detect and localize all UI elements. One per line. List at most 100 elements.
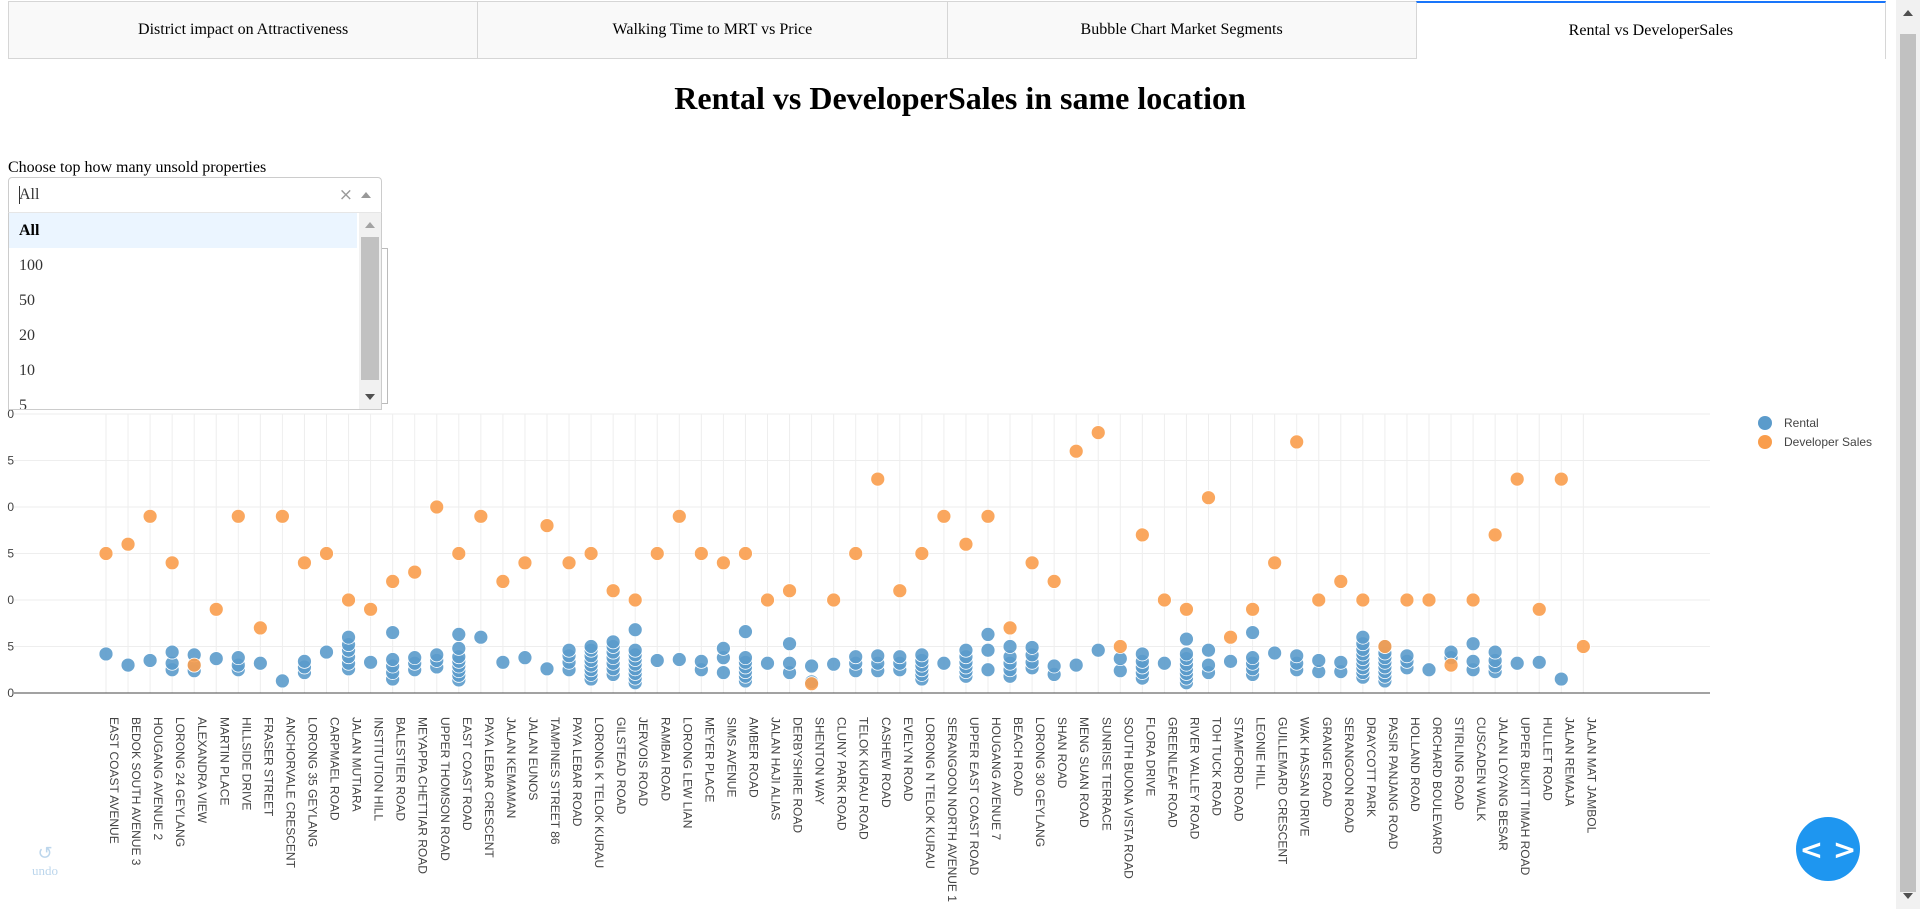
x-tick-label: SHENTON WAY xyxy=(813,717,827,805)
y-tick-label: 0 xyxy=(7,407,14,421)
data-point-developer-sales xyxy=(1157,592,1172,608)
data-point-developer-sales xyxy=(1487,527,1503,543)
data-point-rental xyxy=(980,662,996,678)
data-point-rental xyxy=(1245,650,1260,666)
dropdown-option-all[interactable]: All xyxy=(9,213,357,248)
data-point-developer-sales xyxy=(142,508,158,524)
data-point-developer-sales xyxy=(1509,471,1525,487)
data-point-rental xyxy=(782,655,797,671)
undo-icon: ↺ xyxy=(37,843,53,864)
x-tick-label: ALEXANDRA VIEW xyxy=(195,717,209,824)
data-point-developer-sales xyxy=(208,601,224,617)
data-point-rental xyxy=(649,653,665,668)
x-tick-label: JALAN MAT JAMBOL xyxy=(1584,717,1598,834)
data-point-developer-sales xyxy=(1553,471,1569,487)
data-point-developer-sales xyxy=(1311,592,1327,608)
data-point-developer-sales xyxy=(980,508,996,524)
x-tick-label: DERBYSHIRE ROAD xyxy=(791,717,805,833)
y-tick-label: 0 xyxy=(7,593,14,607)
chevron-up-icon[interactable] xyxy=(361,192,371,198)
dropdown-scrollbar[interactable] xyxy=(359,213,381,409)
dropdown-option-50[interactable]: 50 xyxy=(19,292,35,309)
data-point-developer-sales xyxy=(539,518,555,533)
data-point-developer-sales xyxy=(120,536,136,552)
x-tick-label: LORONG 24 GEYLANG xyxy=(173,717,187,847)
data-point-developer-sales xyxy=(1201,490,1216,506)
x-tick-label: CLUNY PARK ROAD xyxy=(835,717,849,831)
tab-district-impact[interactable]: District impact on Attractiveness xyxy=(8,1,478,59)
data-point-developer-sales xyxy=(98,546,114,561)
dropdown-label: Choose top how many unsold properties xyxy=(8,159,267,176)
data-point-rental xyxy=(230,650,246,666)
undo-button[interactable]: ↺ undo xyxy=(27,845,63,879)
dropdown-scroll-thumb[interactable] xyxy=(361,237,379,380)
data-point-rental xyxy=(1157,655,1172,671)
data-point-rental xyxy=(297,653,312,669)
x-tick-label: LORONG N TELOK KURAU xyxy=(923,717,937,869)
x-tick-label: GRANGE ROAD xyxy=(1320,717,1334,807)
data-point-developer-sales xyxy=(671,508,687,524)
page-scroll-down-icon[interactable] xyxy=(1903,893,1913,899)
data-point-rental xyxy=(1267,645,1283,661)
data-point-rental xyxy=(98,646,114,662)
x-tick-label: INSTITUTION HILL xyxy=(372,717,386,821)
x-tick-label: TAMPINES STREET 86 xyxy=(548,717,562,845)
x-tick-label: CASHEW ROAD xyxy=(879,717,893,808)
data-point-rental xyxy=(495,654,511,670)
x-tick-label: JALAN EUNOS xyxy=(526,717,540,800)
x-tick-label: SUNRISE TERRACE xyxy=(1099,717,1113,831)
data-point-rental xyxy=(1509,655,1525,671)
page-scroll-thumb[interactable] xyxy=(1900,34,1916,892)
x-tick-label: LORONG 35 GEYLANG xyxy=(305,717,319,847)
x-tick-label: UPPER EAST COAST ROAD xyxy=(967,717,981,876)
data-point-rental xyxy=(826,656,842,672)
tab-walking-time[interactable]: Walking Time to MRT vs Price xyxy=(477,1,947,59)
x-tick-label: TOH TUCK ROAD xyxy=(1210,717,1224,816)
data-point-developer-sales xyxy=(1267,555,1283,571)
data-point-rental xyxy=(451,627,467,642)
data-point-developer-sales xyxy=(1046,573,1062,589)
x-tick-label: JALAN REMAJA xyxy=(1562,717,1576,806)
data-point-developer-sales xyxy=(804,676,819,692)
dropdown-option-100[interactable]: 100 xyxy=(19,257,43,274)
tab-rental-vs-developer[interactable]: Rental vs DeveloperSales xyxy=(1415,1,1886,59)
data-point-rental xyxy=(1487,644,1503,660)
data-point-rental xyxy=(1068,657,1084,673)
page-scrollbar[interactable] xyxy=(1896,0,1920,909)
data-point-developer-sales xyxy=(363,601,379,617)
x-tick-label: LORONG K TELOK KURAU xyxy=(592,717,606,868)
data-point-rental xyxy=(142,653,158,668)
data-point-developer-sales xyxy=(1112,639,1128,654)
x-tick-label: JALAN HAJI ALIAS xyxy=(769,717,783,820)
x-tick-label: RIVER VALLEY ROAD xyxy=(1187,717,1201,840)
x-tick-label: BEDOK SOUTH AVENUE 3 xyxy=(129,717,143,866)
dropdown-option-10[interactable]: 10 xyxy=(19,362,35,379)
x-tick-label: JERVOIS ROAD xyxy=(636,717,650,806)
scroll-down-icon[interactable] xyxy=(365,394,375,400)
x-tick-label: CUSCADEN WALK xyxy=(1474,717,1488,821)
x-tick-label: GUILLEMARD CRESCENT xyxy=(1276,717,1290,865)
legend-item-developer-sales[interactable]: Developer Sales xyxy=(1752,432,1872,451)
data-point-rental xyxy=(914,647,930,663)
data-point-rental xyxy=(473,629,489,645)
data-point-rental xyxy=(1179,631,1194,647)
page-scroll-up-icon[interactable] xyxy=(1903,10,1913,16)
data-point-rental xyxy=(848,649,864,665)
x-tick-label: LORONG LEW LIAN xyxy=(680,717,694,828)
x-tick-label: SERANGOON ROAD xyxy=(1342,717,1356,833)
data-point-rental xyxy=(539,661,555,677)
legend-item-rental[interactable]: Rental xyxy=(1752,413,1872,432)
data-point-developer-sales xyxy=(1575,639,1591,654)
debug-menu-button[interactable]: < > xyxy=(1796,817,1860,881)
top-n-dropdown[interactable]: All × xyxy=(8,177,382,213)
clear-icon[interactable]: × xyxy=(338,185,353,205)
x-tick-label: MEYAPPA CHETTIAR ROAD xyxy=(416,717,430,874)
data-point-developer-sales xyxy=(1443,657,1459,673)
dropdown-option-5[interactable]: 5 xyxy=(19,397,27,410)
data-point-developer-sales xyxy=(914,546,930,561)
data-point-rental xyxy=(164,644,180,660)
tab-bubble-chart[interactable]: Bubble Chart Market Segments xyxy=(946,1,1416,59)
scroll-up-icon[interactable] xyxy=(365,222,375,228)
dropdown-option-20[interactable]: 20 xyxy=(19,327,35,344)
